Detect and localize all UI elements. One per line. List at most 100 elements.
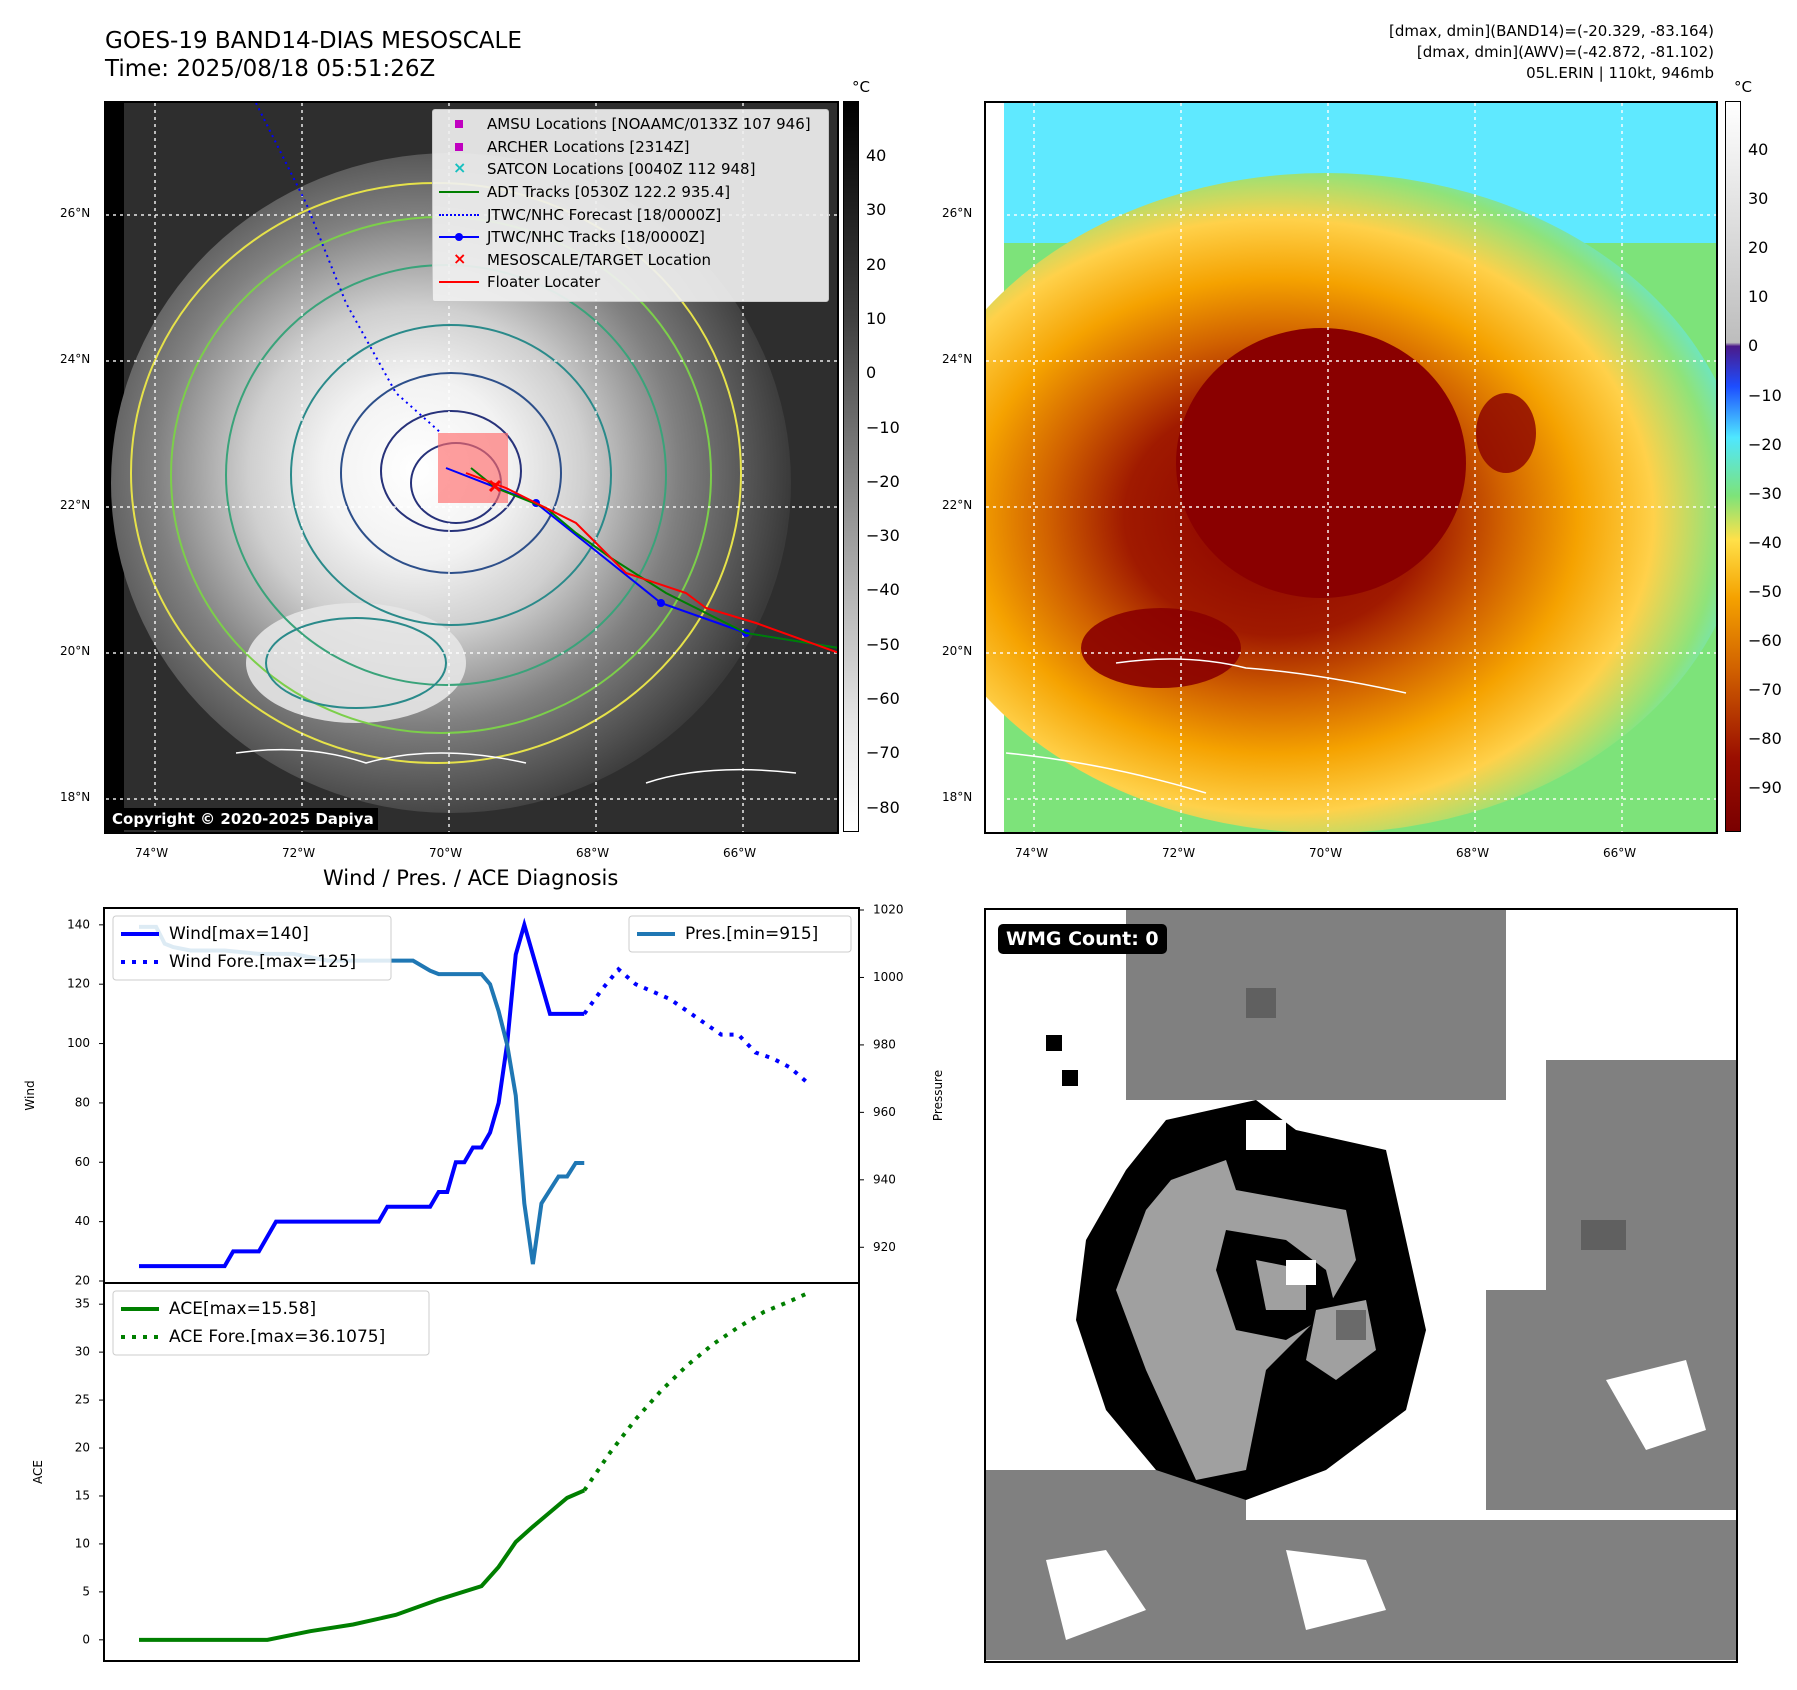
square-marker-icon <box>439 115 479 133</box>
legend-item: ARCHER Locations [2314Z] <box>433 136 828 159</box>
awv-colorbar-tick: 30 <box>1748 189 1769 209</box>
legend-label: Pres.[min=915] <box>685 924 818 944</box>
band14-colorbar <box>843 101 859 832</box>
legend-item: ADT Tracks [0530Z 122.2 935.4] <box>433 181 828 204</box>
band14-colorbar-tick: 40 <box>866 146 887 165</box>
legend-item: AMSU Locations [NOAAMC/0133Z 107 946] <box>433 113 828 136</box>
lat-label: 22°N <box>942 498 973 512</box>
legend-item: JTWC/NHC Forecast [18/0000Z] <box>433 203 828 226</box>
lat-label: 20°N <box>942 644 973 658</box>
legend-label: ACE[max=15.58] <box>169 1299 316 1319</box>
band14-colorbar-tick: 10 <box>866 308 887 328</box>
awv-colorbar-tick: 40 <box>1748 140 1769 159</box>
band14-colorbar-tick: −50 <box>866 634 900 654</box>
forecast-track <box>255 103 442 434</box>
wmg-count-label: WMG Count: 0 <box>998 924 1167 954</box>
chart-title: GOES-19 BAND14-DIAS MESOSCALE <box>105 28 522 54</box>
wind-axis-label: Wind <box>23 1080 37 1110</box>
chart-time: Time: 2025/08/18 05:51:26Z <box>105 56 436 82</box>
pressure-ytick-label: 980 <box>873 1037 896 1051</box>
diagnosis-title: Wind / Pres. / ACE Diagnosis <box>323 866 619 890</box>
ace-ytick-label: 0 <box>82 1632 90 1646</box>
ace-ytick-label: 25 <box>75 1393 90 1407</box>
awv-colorbar-tick: −60 <box>1748 631 1782 650</box>
wind-ytick-label: 140 <box>67 917 90 931</box>
awv-map <box>984 101 1718 834</box>
pressure-axis-label: Pressure <box>931 1070 945 1121</box>
band14-colorbar-tick: −10 <box>866 417 900 437</box>
band14-colorbar-tick: 20 <box>866 254 887 274</box>
legend-label: Floater Locater <box>487 273 601 292</box>
wind-ytick-label: 80 <box>75 1095 90 1109</box>
wind-ytick-label: 120 <box>67 977 90 991</box>
wind-ytick-label: 20 <box>75 1274 90 1288</box>
pressure-legend: Pres.[min=915] <box>628 915 852 953</box>
legend-label: SATCON Locations [0040Z 112 948] <box>487 160 756 179</box>
line-marker-icon <box>439 183 479 201</box>
lat-label: 22°N <box>60 498 91 512</box>
line-marker-icon <box>439 206 479 224</box>
legend-label: Wind[max=140] <box>169 924 309 944</box>
line-marker-icon <box>439 273 479 291</box>
adt-track <box>470 467 837 649</box>
legend-item: Floater Locater <box>433 271 828 294</box>
legend-label: JTWC/NHC Forecast [18/0000Z] <box>487 205 722 224</box>
wind-ytick-label: 60 <box>75 1155 90 1169</box>
ace-ytick-label: 30 <box>75 1345 90 1359</box>
diagnosis-frame <box>103 907 860 1662</box>
ace-legend: ACE[max=15.58] ACE Fore.[max=36.1075] <box>112 1290 430 1356</box>
band14-colorbar-tick: −40 <box>866 580 900 600</box>
lon-label: 66°W <box>1603 846 1637 860</box>
legend-label: ADT Tracks [0530Z 122.2 935.4] <box>487 183 731 202</box>
wind-ytick-label: 40 <box>75 1214 90 1228</box>
band14-colorbar-unit: °C <box>852 78 870 96</box>
awv-colorbar-tick: 10 <box>1748 287 1769 307</box>
pressure-ytick-label: 960 <box>873 1105 896 1119</box>
awv-colorbar-tick: −70 <box>1748 680 1782 700</box>
band14-colorbar-tick: 30 <box>866 200 887 220</box>
band14-colorbar-tick: −80 <box>866 797 900 817</box>
legend-item: × MESOSCALE/TARGET Location <box>433 249 828 272</box>
awv-colorbar-tick: −40 <box>1748 532 1782 552</box>
pressure-ytick-label: 1020 <box>873 903 904 917</box>
awv-colorbar-tick: −50 <box>1748 581 1782 601</box>
legend-label: ACE Fore.[max=36.1075] <box>169 1327 385 1347</box>
awv-colorbar <box>1725 101 1741 832</box>
ace-ytick-label: 5 <box>82 1584 90 1598</box>
lon-label: 74°W <box>1015 846 1049 860</box>
pressure-ytick-label: 940 <box>873 1172 896 1186</box>
awv-colorbar-tick: −20 <box>1748 434 1782 454</box>
mesoscale-target-box <box>438 433 508 503</box>
lon-label: 72°W <box>1162 846 1196 860</box>
awv-colorbar-tick: −30 <box>1748 483 1782 503</box>
legend-label: AMSU Locations [NOAAMC/0133Z 107 946] <box>487 115 811 134</box>
awv-colorbar-tick: 0 <box>1748 336 1759 356</box>
line-marker-icon <box>439 228 479 246</box>
awv-colorbar-tick: −80 <box>1748 729 1782 749</box>
wmg-imagery <box>986 910 1736 1661</box>
lat-label: 26°N <box>60 206 91 220</box>
legend-item: × SATCON Locations [0040Z 112 948] <box>433 158 828 181</box>
legend-label: JTWC/NHC Tracks [18/0000Z] <box>487 228 705 247</box>
wmg-panel: WMG Count: 0 <box>984 908 1738 1663</box>
band14-colorbar-tick: −60 <box>866 689 900 708</box>
ace-ytick-label: 15 <box>75 1488 90 1502</box>
wind-ytick-label: 100 <box>67 1036 90 1050</box>
awv-colorbar-tick: −10 <box>1748 385 1782 405</box>
lat-label: 18°N <box>942 790 973 804</box>
x-marker-icon: × <box>453 248 467 268</box>
ace-forecast-line <box>582 1291 808 1492</box>
lon-label: 68°W <box>576 846 610 860</box>
band14-colorbar-tick: 0 <box>866 363 877 383</box>
floater-track <box>465 472 837 654</box>
ace-ytick-label: 20 <box>75 1441 90 1455</box>
ace-ytick-label: 10 <box>75 1536 90 1550</box>
mesoscale-x-icon <box>488 479 502 493</box>
pressure-ytick-label: 1000 <box>873 970 904 984</box>
legend-label: MESOSCALE/TARGET Location <box>487 250 712 269</box>
band14-colorbar-tick: −20 <box>866 471 900 491</box>
square-marker-icon <box>439 138 479 156</box>
awv-graticule <box>986 103 1716 832</box>
lat-label: 24°N <box>60 352 91 366</box>
awv-colorbar-tick: −90 <box>1748 778 1782 798</box>
